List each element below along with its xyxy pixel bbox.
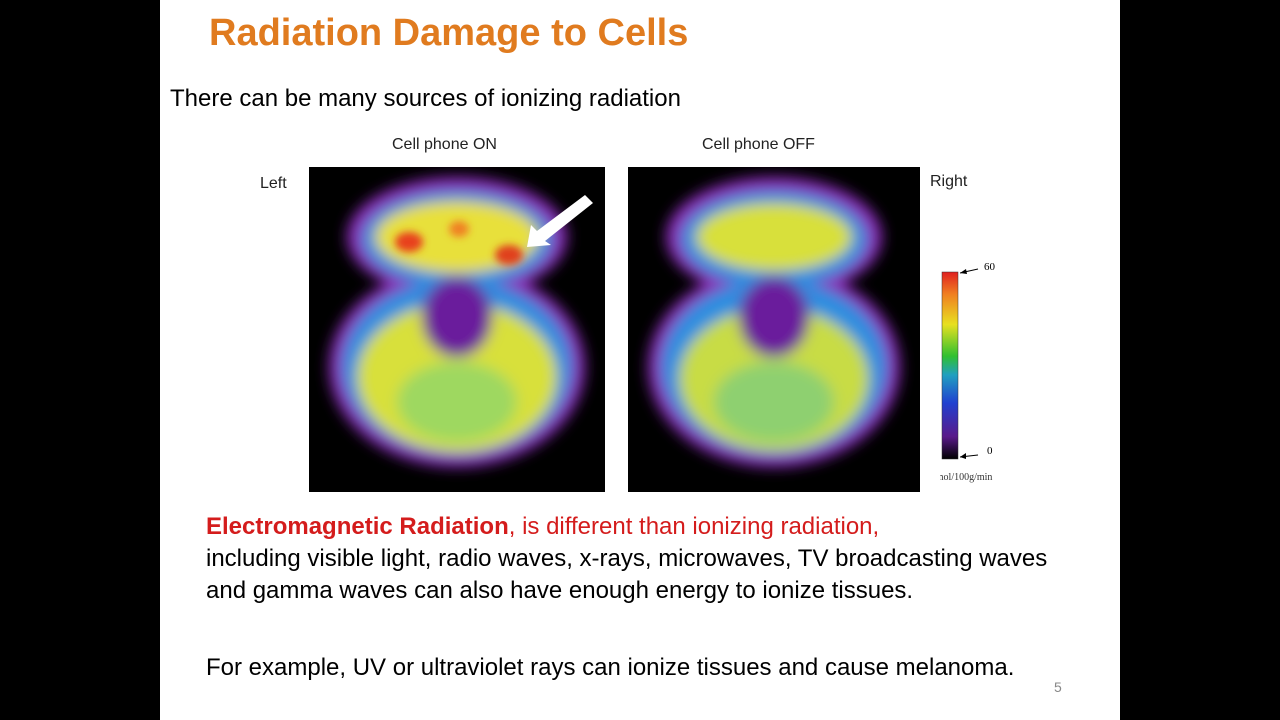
- caption: Cell phone ON: [392, 136, 497, 153]
- subtitle: There can be many sources of ionizing ra…: [170, 85, 681, 112]
- paragraph: For example, UV or ultraviolet rays can …: [206, 654, 1015, 681]
- slide-title: Radiation Damage to Cells: [209, 12, 689, 54]
- colorbar: 60 0 µmol/100g/min: [940, 261, 996, 483]
- colorbar-min: 0: [987, 445, 993, 457]
- highlight: Electromagnetic Radiation: [206, 513, 509, 540]
- caption: Cell phone OFF: [702, 136, 815, 153]
- brain-scan: [309, 167, 605, 492]
- paragraph-text: including visible light, radio waves, x-…: [206, 545, 1048, 604]
- paragraph: Electromagnetic Radiation, is different …: [206, 511, 1076, 607]
- side-label: Left: [260, 175, 287, 192]
- colorbar-max: 60: [984, 261, 996, 273]
- slide: Radiation Damage to Cells There can be m…: [160, 0, 1120, 720]
- side-label: Right: [930, 173, 968, 190]
- page-number: 5: [1054, 679, 1062, 695]
- brain-scan: [628, 167, 920, 492]
- colorbar-unit: µmol/100g/min: [940, 472, 992, 483]
- highlight-rest: , is different than ionizing radiation,: [508, 513, 880, 540]
